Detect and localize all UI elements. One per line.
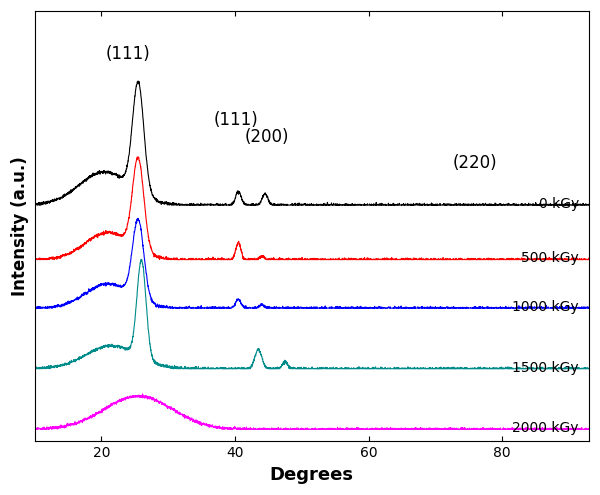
Text: 500 kGy: 500 kGy xyxy=(521,251,579,265)
Text: (220): (220) xyxy=(453,154,497,172)
Text: 2000 kGy: 2000 kGy xyxy=(512,421,579,435)
Text: 1500 kGy: 1500 kGy xyxy=(512,360,579,375)
Text: (111): (111) xyxy=(214,111,259,129)
Text: 1000 kGy: 1000 kGy xyxy=(512,300,579,314)
X-axis label: Degrees: Degrees xyxy=(270,466,354,484)
Y-axis label: Intensity (a.u.): Intensity (a.u.) xyxy=(11,156,29,296)
Text: (111): (111) xyxy=(106,45,151,63)
Text: 0 kGy: 0 kGy xyxy=(539,197,579,211)
Text: (200): (200) xyxy=(245,128,289,146)
